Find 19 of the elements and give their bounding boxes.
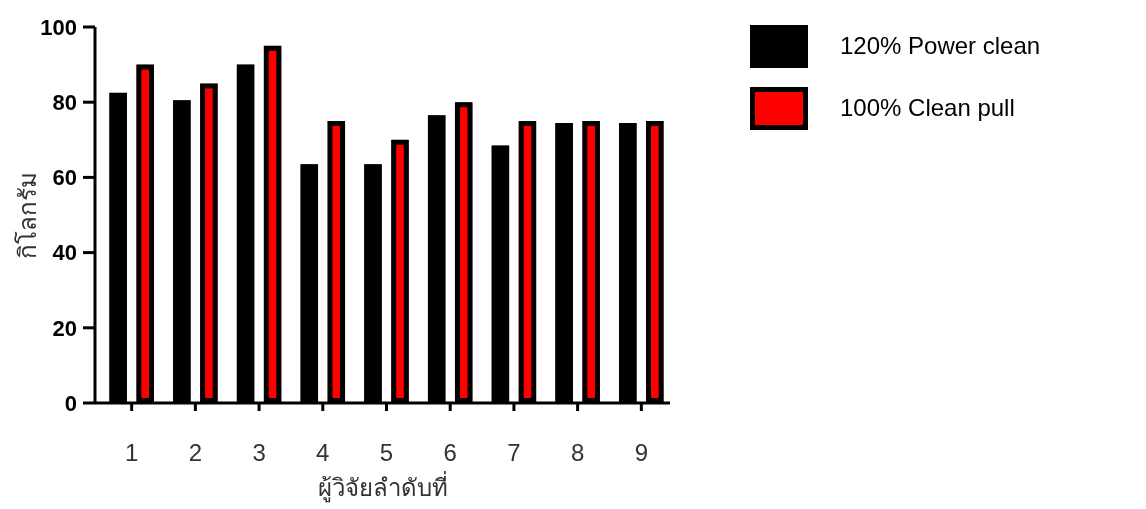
x-tick-label: 5 (379, 439, 394, 466)
y-tick-label: 0 (64, 390, 77, 416)
y-tick-label: 20 (52, 315, 77, 341)
x-tick-label: 8 (570, 439, 585, 466)
x-tick-label: 2 (188, 439, 203, 466)
x-tick-label: 9 (634, 439, 649, 466)
y-tick-label: 60 (52, 165, 77, 191)
y-tick-label: 100 (40, 14, 77, 40)
x-tick-label: 1 (124, 439, 139, 466)
x-tick-label: 6 (443, 439, 457, 466)
x-tick-label: 3 (252, 439, 266, 466)
legend-label: 100% Clean pull (840, 94, 1015, 122)
y-tick-label: 80 (52, 89, 77, 115)
y-tick-label: 40 (52, 240, 77, 266)
legend-label: 120% Power clean (840, 32, 1041, 60)
x-tick-label: 4 (316, 439, 330, 466)
x-axis-title: ผู้วิจัยลำดับที่ (317, 471, 448, 503)
y-axis-title: กิโลกรัม (14, 171, 41, 259)
x-tick-label: 7 (507, 439, 521, 466)
